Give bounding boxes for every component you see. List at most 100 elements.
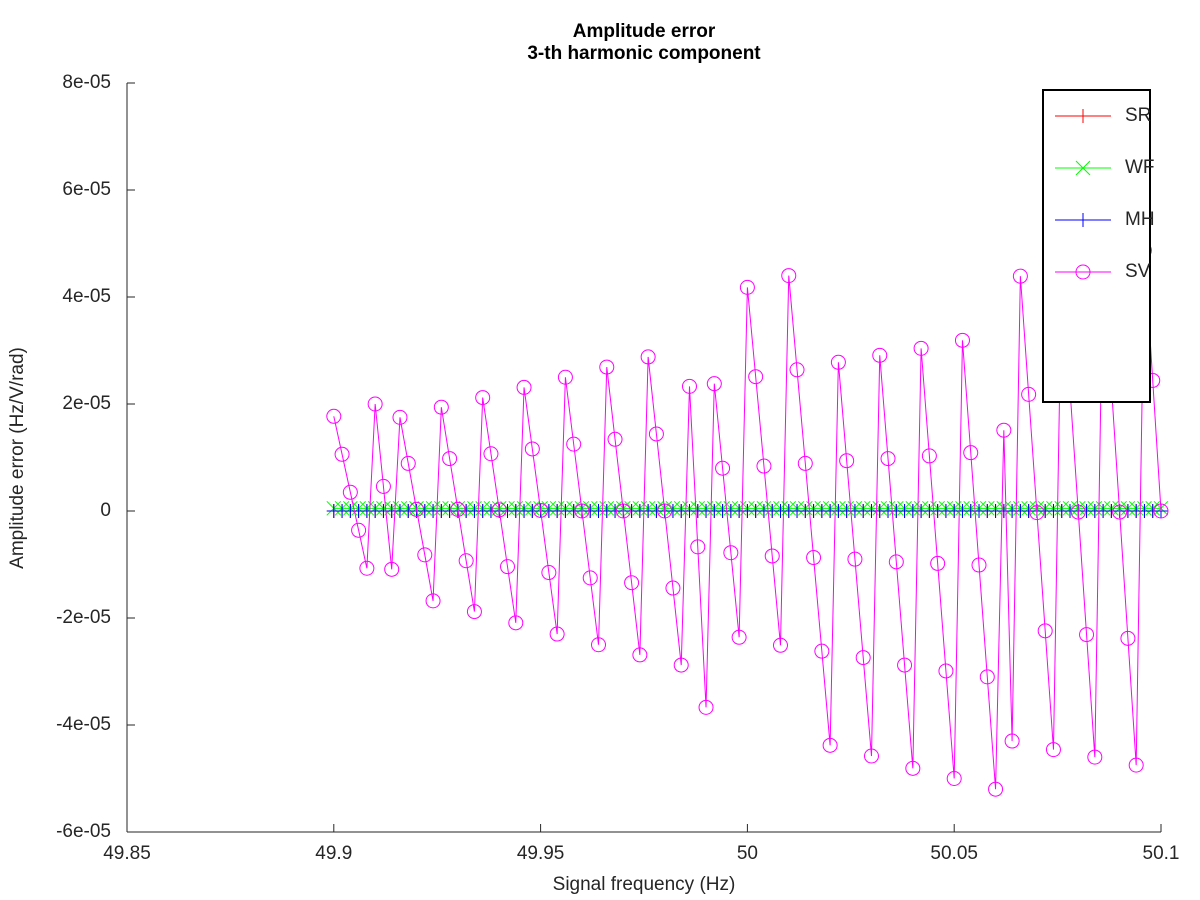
marker — [367, 396, 383, 412]
marker — [781, 268, 797, 284]
x-tick-label: 50.05 — [930, 843, 978, 864]
y-tick-label: 6e-05 — [62, 179, 111, 200]
x-tick-label: 50.1 — [1143, 843, 1180, 864]
marker — [1112, 504, 1128, 520]
marker — [946, 771, 962, 786]
marker — [549, 626, 565, 642]
marker — [897, 657, 913, 673]
marker — [326, 408, 342, 424]
marker — [1029, 505, 1045, 521]
marker — [640, 349, 656, 365]
x-axis-label: Signal frequency (Hz) — [553, 874, 736, 895]
marker — [1070, 504, 1086, 520]
marker — [963, 445, 979, 461]
marker — [789, 362, 805, 378]
marker — [375, 478, 391, 494]
y-tick-label: 4e-05 — [62, 286, 111, 307]
marker — [839, 453, 855, 469]
marker — [533, 502, 549, 518]
marker — [557, 369, 573, 385]
marker — [905, 760, 921, 776]
marker — [690, 539, 706, 555]
marker — [466, 604, 482, 620]
chart-title: Amplitude error — [573, 21, 716, 42]
marker — [351, 522, 367, 538]
legend-label: SR — [1125, 105, 1151, 126]
marker — [599, 359, 615, 375]
marker — [425, 593, 441, 609]
marker — [417, 547, 433, 563]
marker — [400, 455, 416, 471]
marker — [433, 399, 449, 415]
legend-box — [1042, 89, 1151, 403]
marker — [681, 378, 697, 394]
y-tick-label: -6e-05 — [56, 821, 111, 842]
marker — [648, 426, 664, 442]
marker — [1079, 627, 1095, 643]
marker — [615, 503, 631, 519]
marker — [1012, 268, 1028, 284]
legend: SR WF MH SV — [1042, 89, 1155, 403]
y-tick-label: 0 — [100, 500, 111, 521]
marker — [723, 545, 739, 561]
marker — [624, 575, 640, 591]
marker — [541, 565, 557, 581]
marker — [475, 390, 491, 406]
marker — [607, 431, 623, 447]
marker — [1120, 630, 1136, 646]
x-tick-label: 50 — [737, 843, 758, 864]
marker — [930, 555, 946, 571]
marker — [938, 663, 954, 679]
marker — [665, 580, 681, 596]
marker — [739, 279, 755, 295]
marker — [1087, 749, 1103, 765]
marker — [591, 637, 607, 653]
marker — [996, 422, 1012, 438]
marker — [508, 615, 524, 631]
marker — [888, 554, 904, 570]
marker — [491, 502, 507, 518]
legend-marker — [1075, 160, 1091, 176]
marker — [822, 737, 838, 753]
marker — [392, 409, 408, 425]
marker — [988, 781, 1004, 797]
y-tick-label: 8e-05 — [62, 72, 111, 93]
marker — [582, 570, 598, 586]
series-line — [333, 250, 1162, 790]
marker — [830, 354, 846, 370]
marker — [450, 501, 466, 517]
legend-label: MH — [1125, 209, 1155, 230]
legend-marker — [1076, 213, 1090, 227]
marker — [409, 501, 425, 517]
marker — [657, 503, 673, 519]
marker — [954, 332, 970, 348]
y-axis-label: Amplitude error (Hz/V/rad) — [7, 347, 28, 569]
legend-marker — [1076, 109, 1090, 123]
marker — [1153, 503, 1169, 519]
marker — [516, 379, 532, 395]
marker — [855, 650, 871, 666]
marker — [334, 446, 350, 462]
y-tick-label: 2e-05 — [62, 393, 111, 414]
marker — [880, 451, 896, 467]
marker — [913, 340, 929, 356]
legend-label: WF — [1125, 157, 1155, 178]
marker — [384, 561, 400, 577]
marker — [1004, 733, 1020, 749]
marker — [483, 446, 499, 462]
marker — [359, 560, 375, 576]
marker — [458, 553, 474, 569]
marker — [524, 441, 540, 457]
marker — [715, 460, 731, 476]
marker — [1128, 757, 1144, 773]
marker — [673, 657, 689, 673]
marker — [574, 503, 590, 519]
x-tick-label: 49.95 — [517, 843, 565, 864]
marker — [979, 669, 995, 685]
chart-subtitle: 3-th harmonic component — [527, 43, 761, 64]
marker — [1021, 386, 1037, 402]
marker — [566, 436, 582, 452]
marker — [863, 748, 879, 764]
y-tick-label: -2e-05 — [56, 607, 111, 628]
